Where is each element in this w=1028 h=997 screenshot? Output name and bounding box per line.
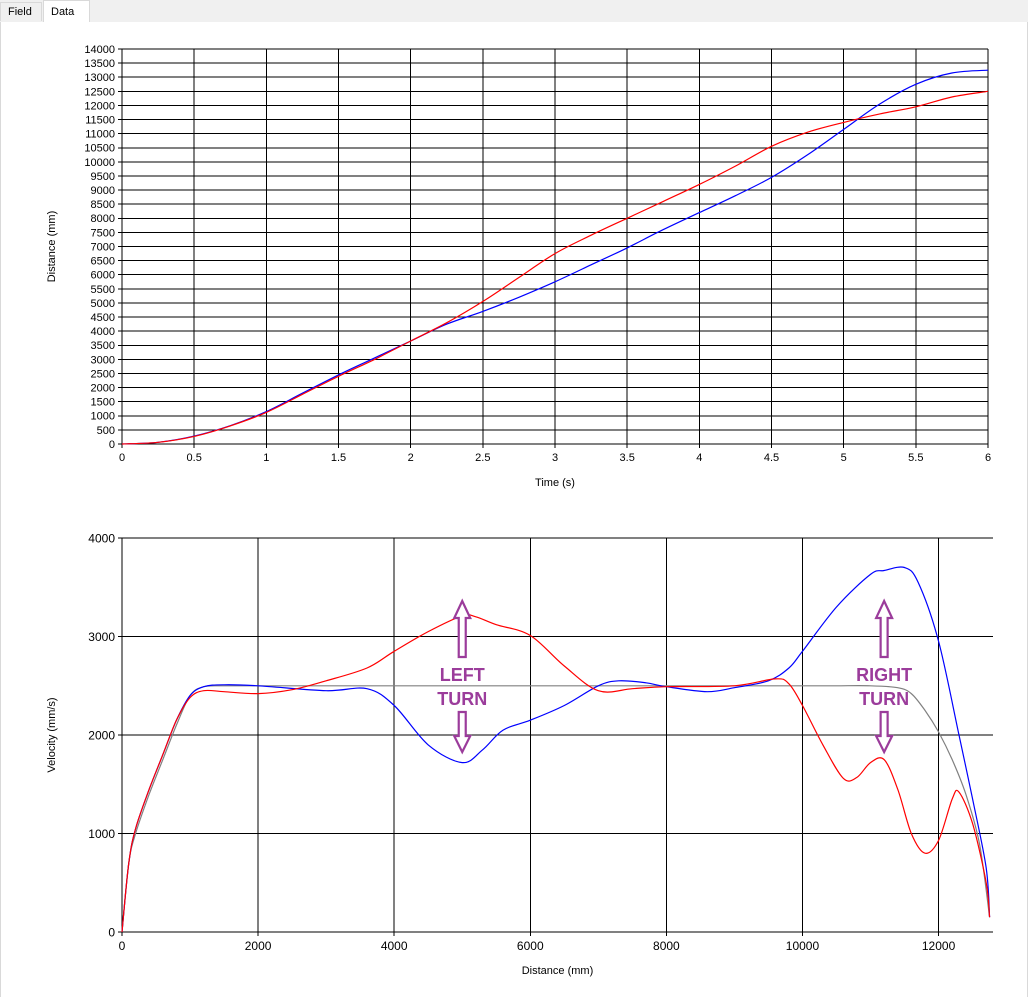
y-tick-label: 3000 — [88, 630, 115, 644]
x-tick-label: 0 — [119, 939, 126, 953]
x-tick-label: 5 — [841, 452, 847, 464]
y-tick-label: 4500 — [91, 312, 115, 324]
down-arrow-icon — [452, 710, 473, 755]
x-tick-label: 8000 — [653, 939, 680, 953]
up-arrow-icon — [452, 598, 472, 659]
x-tick-label: 12000 — [922, 939, 956, 953]
y-tick-label: 5000 — [91, 298, 115, 310]
y-tick-label: 4000 — [91, 326, 115, 338]
annotation-text: RIGHT — [856, 665, 912, 685]
y-tick-label: 2500 — [91, 368, 115, 380]
y-tick-label: 7500 — [91, 227, 115, 239]
series-line-1 — [121, 69, 989, 445]
y-axis-label: Velocity (mm/s) — [46, 697, 58, 772]
tab-field[interactable]: Field — [0, 2, 42, 21]
down-arrow-icon — [874, 710, 894, 755]
y-tick-label: 14000 — [84, 44, 115, 56]
chart-1: 0 0.5 1 1.5 2 2.5 3 3.5 4 4.5 5 5.5 6 0 500 1000 1500 200… — [46, 44, 991, 489]
y-tick-label: 0 — [109, 439, 115, 451]
chart-2: 0 2000 4000 6000 8000 10000 12000 0 1000 2000 3000… — [46, 531, 993, 977]
x-tick-label: 1 — [263, 452, 269, 464]
x-tick-label: 2 — [408, 452, 414, 464]
y-tick-label: 13000 — [84, 72, 115, 84]
y-tick-label: 9500 — [91, 171, 115, 183]
turn-annotation-2: RIGHT TURN — [856, 598, 912, 755]
x-tick-label: 2000 — [245, 939, 272, 953]
y-tick-label: 1000 — [88, 827, 115, 841]
x-tick-label: 6 — [985, 452, 991, 464]
y-axis-label: Distance (mm) — [46, 211, 58, 283]
turn-annotation-1: LEFT TURN — [437, 598, 487, 755]
y-tick-label: 7000 — [91, 241, 115, 253]
x-tick-label: 4000 — [381, 939, 408, 953]
y-tick-label: 8000 — [91, 213, 115, 225]
y-tick-label: 11000 — [85, 129, 115, 141]
y-tick-label: 10000 — [84, 157, 115, 169]
x-tick-label: 4.5 — [764, 452, 779, 464]
x-tick-label: 3.5 — [620, 452, 635, 464]
series-line-2 — [121, 566, 991, 933]
y-tick-label: 6500 — [91, 256, 115, 268]
y-tick-label: 5500 — [91, 284, 115, 296]
up-arrow-icon — [874, 598, 894, 659]
annotation-text: LEFT — [440, 665, 485, 685]
x-tick-label: 10000 — [786, 939, 820, 953]
y-tick-label: 12500 — [84, 86, 115, 98]
annotation-text: TURN — [859, 689, 909, 709]
x-axis-label: Time (s) — [535, 477, 575, 489]
x-tick-label: 3 — [552, 452, 558, 464]
series-line-3 — [121, 614, 991, 933]
y-tick-label: 3500 — [91, 340, 115, 352]
x-tick-label: 5.5 — [908, 452, 923, 464]
y-tick-label: 1500 — [91, 397, 115, 409]
y-tick-label: 11500 — [85, 114, 115, 126]
tab-data[interactable]: Data — [43, 0, 90, 23]
data-panel — [0, 22, 1028, 997]
y-tick-label: 6000 — [91, 270, 115, 282]
x-tick-label: 1.5 — [331, 452, 346, 464]
y-tick-label: 0 — [108, 925, 115, 939]
y-tick-label: 3000 — [91, 354, 115, 366]
y-tick-label: 4000 — [88, 531, 115, 545]
series-line-2 — [121, 90, 989, 445]
grid — [118, 48, 989, 448]
x-tick-label: 6000 — [517, 939, 544, 953]
x-tick-label: 0 — [119, 452, 125, 464]
grid — [118, 537, 993, 936]
annotation-text: TURN — [437, 689, 487, 709]
y-tick-label: 10500 — [84, 143, 115, 155]
y-tick-label: 13500 — [84, 58, 115, 70]
y-tick-label: 8500 — [91, 199, 115, 211]
x-tick-label: 2.5 — [475, 452, 490, 464]
y-tick-label: 2000 — [88, 728, 115, 742]
x-axis-label: Distance (mm) — [522, 965, 594, 977]
y-tick-label: 9000 — [91, 185, 115, 197]
y-tick-label: 1000 — [91, 411, 115, 423]
y-tick-label: 2000 — [91, 383, 115, 395]
y-tick-label: 500 — [97, 425, 115, 437]
x-tick-label: 0.5 — [187, 452, 202, 464]
x-tick-label: 4 — [696, 452, 702, 464]
series-line-1 — [121, 685, 991, 933]
y-tick-label: 12000 — [84, 100, 115, 112]
